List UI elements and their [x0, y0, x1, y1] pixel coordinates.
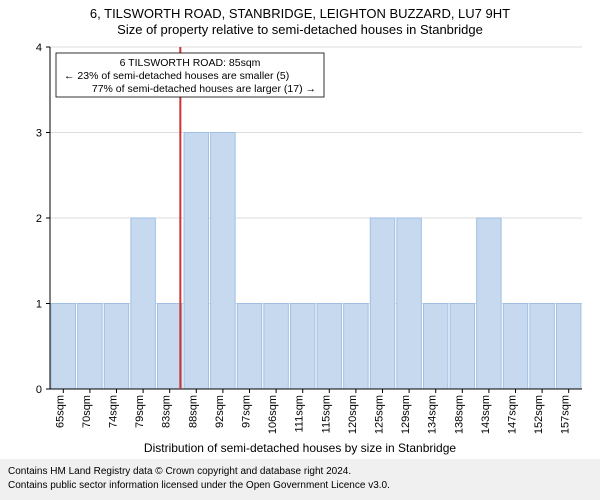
x-axis-label: Distribution of semi-detached houses by … [0, 439, 600, 459]
histogram-bar [344, 303, 368, 389]
x-tick-label: 65sqm [54, 395, 66, 428]
histogram-bar [51, 303, 75, 389]
histogram-bar [530, 303, 554, 389]
x-tick-label: 115sqm [320, 395, 332, 433]
x-tick-label: 92sqm [214, 395, 226, 428]
footer-line-2: Contains public sector information licen… [8, 479, 592, 493]
x-tick-label: 138sqm [453, 395, 465, 434]
x-tick-label: 106sqm [267, 395, 279, 434]
histogram-bar [423, 303, 447, 389]
chart-titles: 6, TILSWORTH ROAD, STANBRIDGE, LEIGHTON … [0, 0, 600, 39]
footer-line-1: Contains HM Land Registry data © Crown c… [8, 465, 592, 479]
histogram-bar [104, 303, 128, 389]
svg-text:1: 1 [36, 298, 42, 310]
x-tick-label: 97sqm [241, 395, 253, 428]
x-tick-label: 70sqm [81, 395, 93, 428]
histogram-bar [317, 303, 341, 389]
title-address: 6, TILSWORTH ROAD, STANBRIDGE, LEIGHTON … [0, 6, 600, 22]
x-tick-label: 83sqm [161, 395, 173, 428]
x-tick-label: 74sqm [108, 395, 120, 428]
histogram-bar [370, 218, 394, 389]
histogram-bar [157, 303, 181, 389]
svg-text:4: 4 [36, 42, 42, 54]
x-tick-label: 79sqm [134, 395, 146, 428]
histogram-bar [556, 303, 580, 389]
histogram-bar [131, 218, 155, 389]
x-tick-label: 152sqm [533, 395, 545, 434]
histogram-bar [450, 303, 474, 389]
histogram-bar [397, 218, 421, 389]
x-tick-label: 143sqm [480, 395, 492, 434]
histogram-bar [503, 303, 527, 389]
annotation-line-2: ← 23% of semi-detached houses are smalle… [64, 70, 289, 82]
x-tick-label: 157sqm [560, 395, 572, 434]
x-tick-label: 147sqm [507, 395, 519, 434]
annotation-line-1: 6 TILSWORTH ROAD: 85sqm [120, 57, 261, 69]
chart-area: Number of semi-detached properties 01234… [0, 39, 600, 440]
footer-licence: Contains HM Land Registry data © Crown c… [0, 459, 600, 500]
histogram-bar [477, 218, 501, 389]
histogram-bar [290, 303, 314, 389]
x-tick-label: 120sqm [347, 395, 359, 434]
annotation-line-3: 77% of semi-detached houses are larger (… [92, 83, 316, 95]
title-subtitle: Size of property relative to semi-detach… [0, 22, 600, 38]
histogram-bar [237, 303, 261, 389]
svg-text:2: 2 [36, 213, 42, 225]
histogram-bar [78, 303, 102, 389]
x-tick-label: 111sqm [294, 395, 306, 433]
x-tick-label: 134sqm [427, 395, 439, 434]
histogram-bar [264, 303, 288, 389]
svg-text:3: 3 [36, 127, 42, 139]
histogram-bar [184, 132, 208, 389]
x-tick-label: 129sqm [400, 395, 412, 434]
x-tick-label: 88sqm [187, 395, 199, 428]
histogram-chart: 0 1 2 3 4 65sqm 70sqm 74sqm 79sqm 83sqm 88sqm 92sqm… [0, 39, 600, 439]
svg-text:0: 0 [36, 384, 42, 396]
histogram-bar [211, 132, 235, 389]
x-tick-label: 125sqm [374, 395, 386, 434]
